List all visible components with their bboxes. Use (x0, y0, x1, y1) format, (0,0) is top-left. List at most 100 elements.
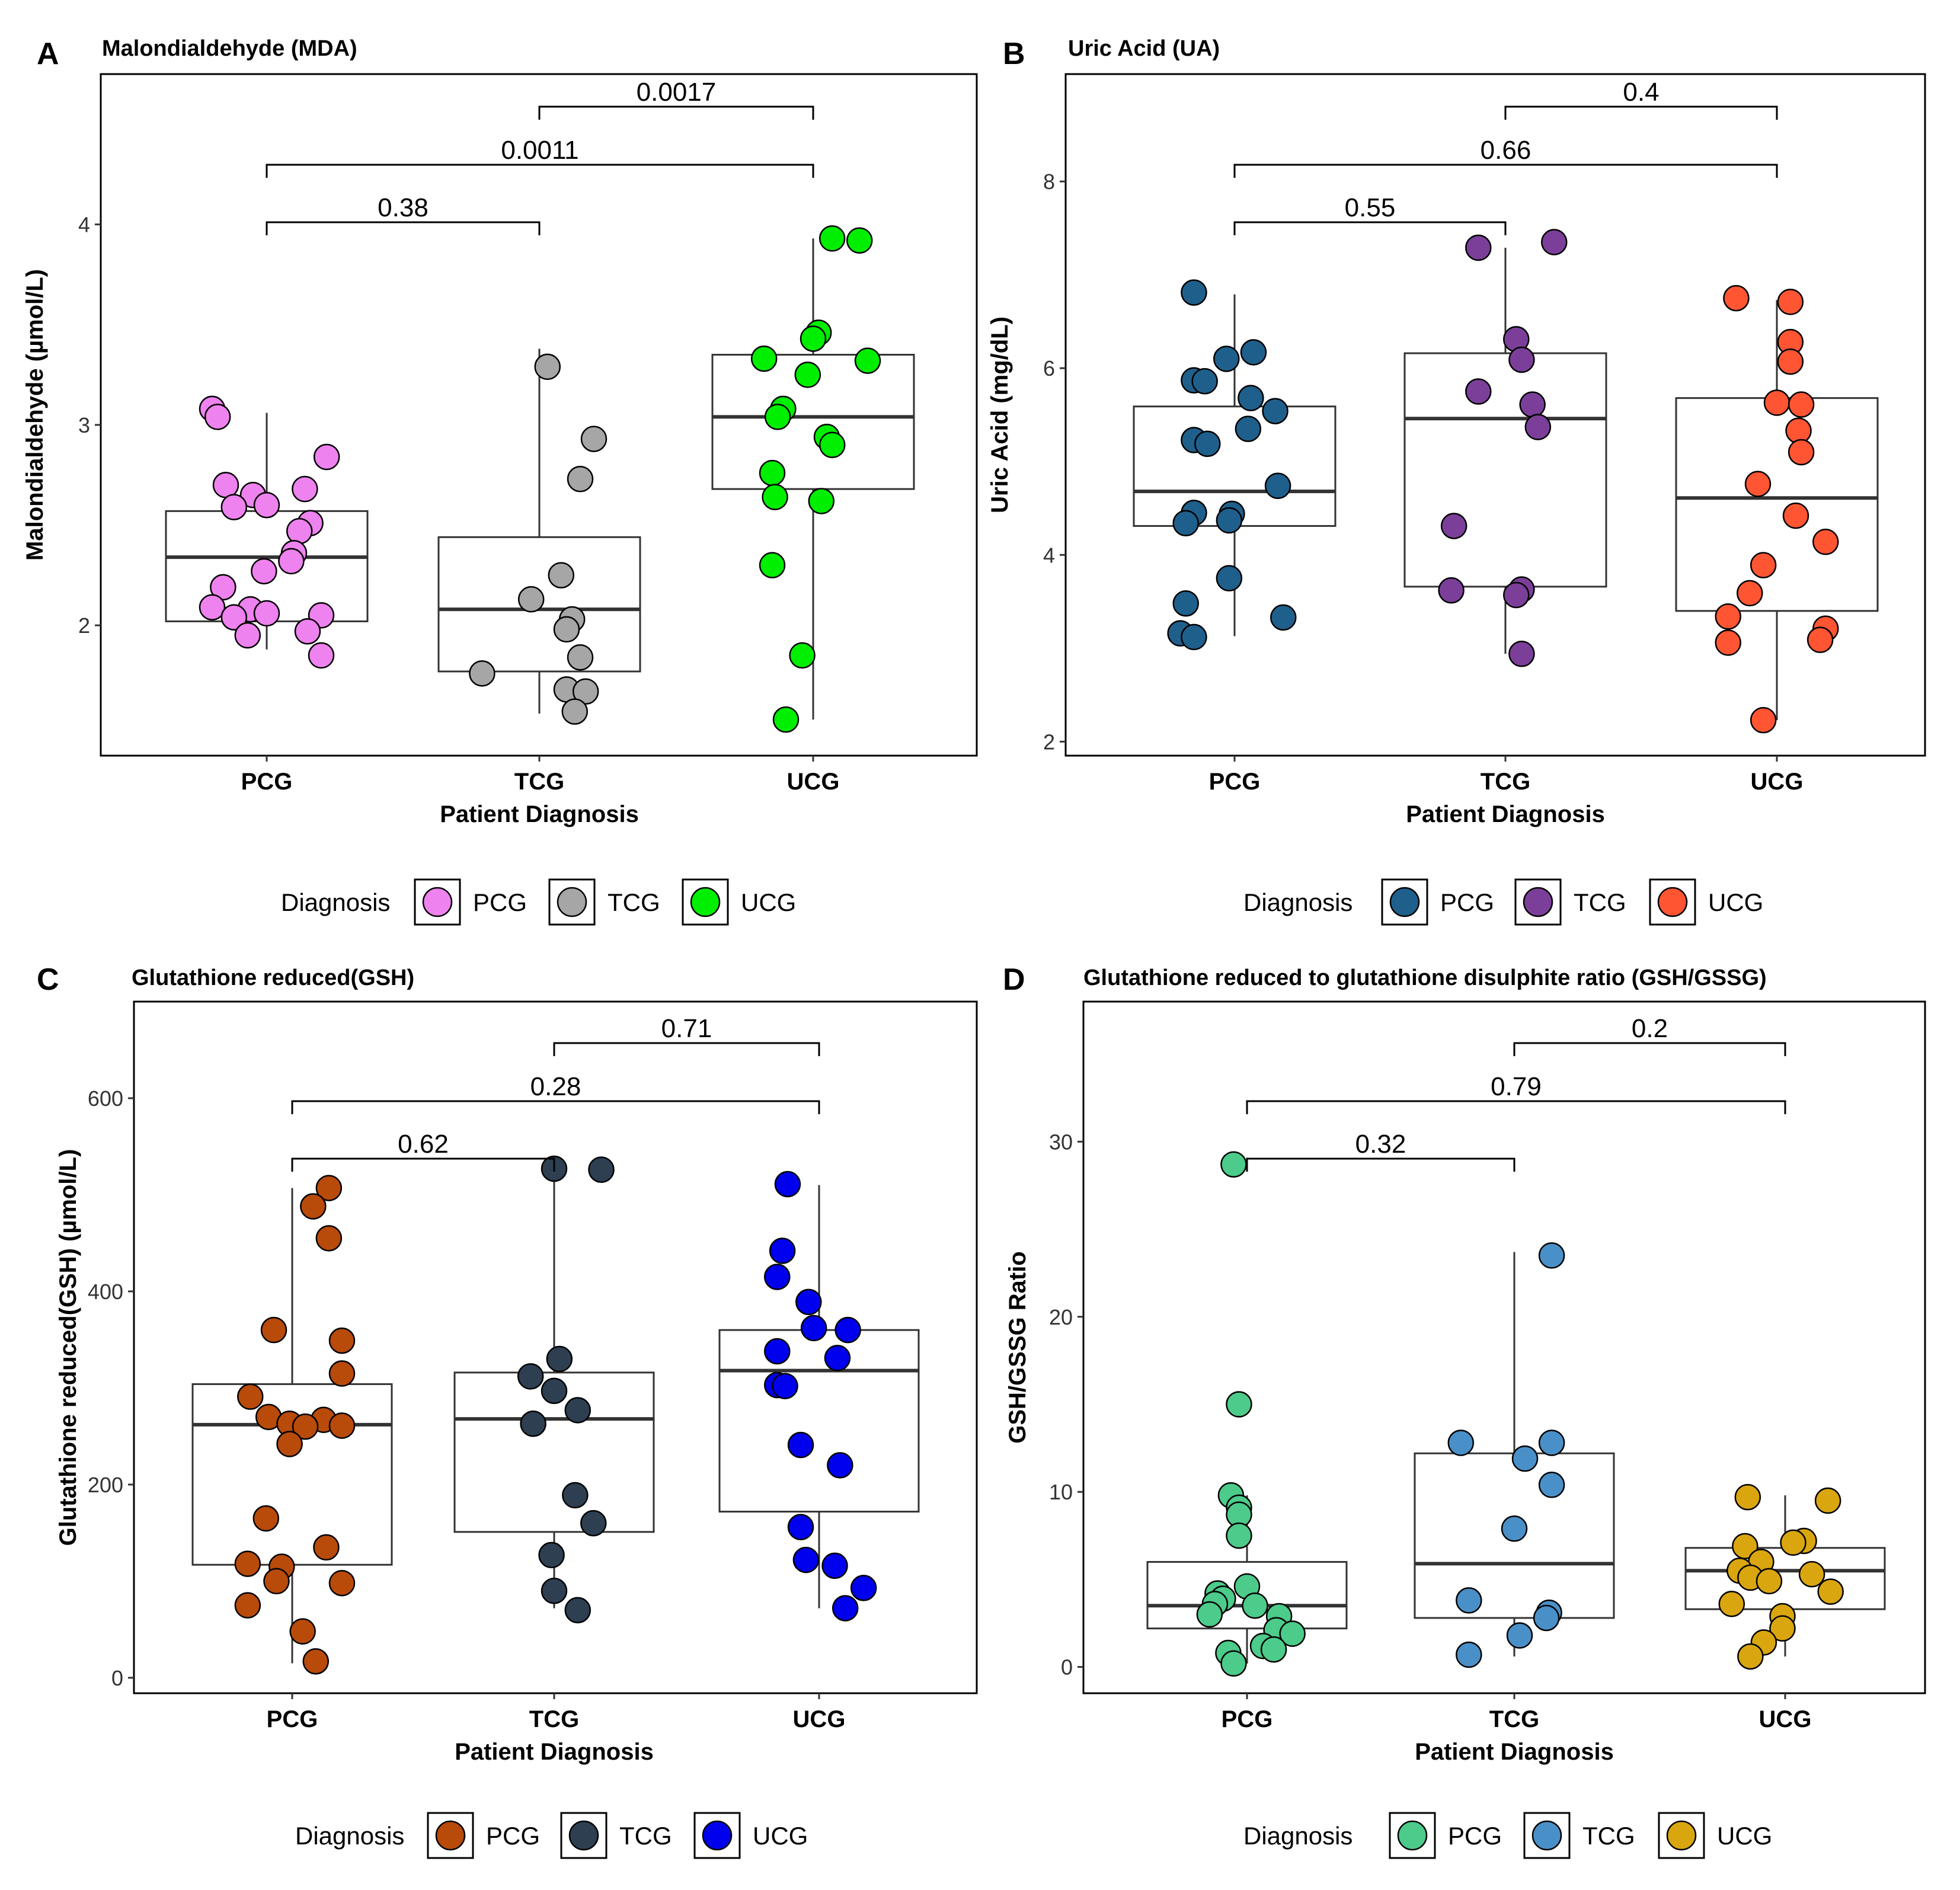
data-point (772, 1373, 798, 1399)
data-point (1718, 1591, 1745, 1617)
data-point (1744, 471, 1772, 497)
box (718, 1329, 920, 1513)
data-point (1213, 346, 1240, 372)
data-point (795, 1288, 822, 1316)
data-point (1723, 284, 1750, 312)
data-point (278, 548, 305, 575)
data-point (1524, 414, 1552, 440)
data-point (562, 1482, 589, 1509)
panel-letter: B (1003, 37, 1025, 71)
x-tick-label: PCG (1209, 769, 1261, 795)
data-point (1715, 603, 1741, 630)
data-point (541, 1377, 568, 1405)
data-point (567, 465, 594, 493)
data-point (251, 558, 277, 585)
x-tick-label: UCG (793, 1706, 846, 1732)
panel-b: B Uric Acid (UA) 2 4 6 8 Uric Acid (mg/dL) PC… (987, 36, 1926, 926)
data-point (1220, 1650, 1247, 1677)
p-value-label: 0.0017 (637, 78, 717, 107)
data-point (300, 1193, 327, 1220)
data-point (1456, 1641, 1482, 1668)
data-point (220, 494, 248, 520)
data-point (1533, 1604, 1560, 1632)
panel-d: D Glutathione reduced to glutathione dis… (1003, 962, 1926, 1859)
legend-title: Diagnosis (295, 1822, 404, 1850)
comparison-bracket (1233, 221, 1507, 235)
y-axis-title: Uric Acid (mg/dL) (987, 316, 1013, 513)
y-axis-title: Malondialdehyde (µmol/L) (22, 269, 48, 561)
data-point (572, 678, 599, 705)
data-point (315, 1175, 343, 1201)
data-point (764, 404, 791, 430)
data-point (850, 1575, 877, 1601)
data-point (1172, 590, 1199, 617)
x-tick-label: UCG (1759, 1706, 1812, 1732)
panel-letter: D (1003, 962, 1025, 997)
legend-label: UCG (741, 888, 796, 916)
p-value-label: 0.38 (378, 193, 429, 222)
data-point (561, 698, 589, 725)
y-tick-label: 0 (111, 1666, 123, 1690)
data-point (1541, 229, 1568, 255)
data-point (520, 1411, 546, 1437)
y-tick-label: 10 (1049, 1480, 1073, 1504)
comparison-bracket (538, 105, 814, 120)
data-point (1782, 502, 1809, 529)
box (1684, 1547, 1886, 1610)
x-tick-label: TCG (1489, 1706, 1539, 1732)
data-point (517, 586, 545, 613)
legend-title: Diagnosis (1243, 1822, 1353, 1850)
legend-label: PCG (1448, 1822, 1502, 1850)
data-point (564, 1397, 591, 1424)
p-value-label: 0.62 (398, 1130, 449, 1159)
panel-c: C Glutathione reduced(GSH) 0 200 400 600 Glu… (37, 962, 978, 1859)
x-axis-title: Patient Diagnosis (1406, 801, 1605, 827)
x-tick-label: UCG (787, 769, 840, 795)
p-value-label: 0.66 (1481, 136, 1531, 165)
data-point (750, 346, 778, 372)
legend-label: PCG (486, 1822, 540, 1850)
data-point (1538, 1242, 1565, 1269)
data-point (517, 1363, 544, 1390)
data-point (769, 1237, 796, 1264)
data-point (541, 1577, 568, 1604)
x-tick-label: PCG (267, 1706, 318, 1732)
data-point (1538, 1430, 1565, 1456)
comparison-bracket (291, 1100, 820, 1114)
legend-swatch (422, 887, 453, 917)
legend-swatch (435, 1820, 466, 1851)
data-point (1798, 1560, 1825, 1588)
data-point (546, 1345, 573, 1373)
y-tick-label: 400 (88, 1280, 123, 1304)
data-point (1238, 385, 1264, 411)
data-point (1734, 1483, 1761, 1511)
legend-title: Diagnosis (281, 888, 390, 916)
data-point (567, 644, 594, 671)
data-point (1737, 1643, 1764, 1670)
data-point (253, 600, 280, 627)
data-point (792, 1546, 820, 1574)
data-point (1270, 604, 1297, 631)
data-point (328, 1360, 356, 1387)
data-point (1737, 580, 1763, 607)
legend-swatch (690, 887, 721, 917)
data-point (286, 517, 313, 545)
data-point (1240, 339, 1267, 366)
comparison-bracket (553, 1042, 820, 1056)
data-point (1279, 1620, 1306, 1647)
legend-label: UCG (1708, 888, 1763, 916)
data-point (204, 404, 231, 430)
data-point (289, 1618, 316, 1645)
p-value-label: 0.32 (1355, 1130, 1406, 1159)
y-tick-label: 2 (1043, 730, 1055, 754)
x-tick-label: UCG (1751, 769, 1804, 795)
box (453, 1371, 655, 1533)
data-point (1438, 577, 1465, 604)
legend-swatch (1531, 1820, 1562, 1851)
data-point (1519, 391, 1546, 418)
data-point (237, 1383, 264, 1410)
data-point (263, 1568, 290, 1595)
panel-letter: C (37, 962, 59, 997)
